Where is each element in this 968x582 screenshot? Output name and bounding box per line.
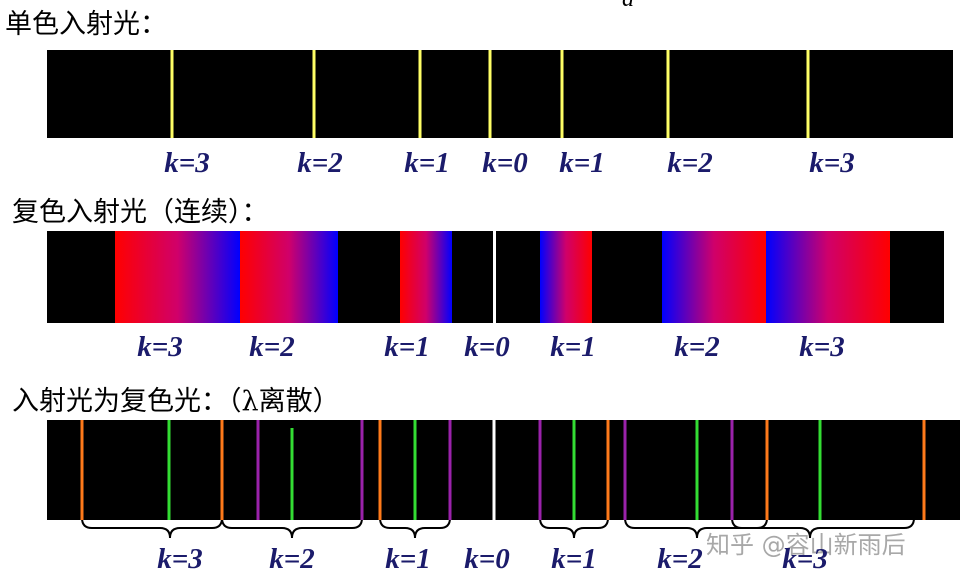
brace bbox=[221, 517, 363, 539]
order-label: k=2 bbox=[269, 543, 315, 575]
braces bbox=[81, 517, 915, 539]
spectrum-band bbox=[540, 231, 592, 323]
order-label: k=0 bbox=[482, 147, 528, 179]
order-label: k=3 bbox=[809, 147, 855, 179]
spectrum-band bbox=[662, 231, 766, 323]
section-title: 单色入射光： bbox=[5, 9, 167, 40]
brace bbox=[731, 517, 915, 539]
order-label: k=2 bbox=[657, 543, 703, 575]
order-label: k=3 bbox=[157, 543, 203, 575]
order-label: k=0 bbox=[464, 331, 510, 363]
order-label: k=2 bbox=[674, 331, 720, 363]
spectrum-band bbox=[400, 231, 452, 323]
order-label: k=2 bbox=[667, 147, 713, 179]
order-label: k=3 bbox=[799, 331, 845, 363]
section-title: 复色入射光（连续）： bbox=[12, 197, 269, 228]
spectrum-bar bbox=[47, 50, 953, 138]
spectrum-band bbox=[115, 231, 240, 323]
brace bbox=[379, 517, 451, 539]
order-label: k=2 bbox=[297, 147, 343, 179]
order-label: k=3 bbox=[164, 147, 210, 179]
order-label: k=2 bbox=[249, 331, 295, 363]
section-title: 入射光为复色光：（λ离散） bbox=[12, 386, 340, 417]
formula-fragment: d bbox=[622, 0, 635, 12]
brace bbox=[539, 517, 609, 539]
watermark: 知乎 @容山新雨后 bbox=[706, 531, 906, 559]
spectrum-band bbox=[766, 231, 890, 323]
order-label: k=1 bbox=[559, 147, 605, 179]
central-line bbox=[493, 231, 496, 323]
brace bbox=[81, 517, 223, 539]
order-label: k=0 bbox=[464, 543, 510, 575]
spectrum-bar bbox=[47, 420, 960, 520]
order-label: k=1 bbox=[385, 543, 431, 575]
order-label: k=1 bbox=[551, 543, 597, 575]
order-label: k=1 bbox=[384, 331, 430, 363]
spectrum-band bbox=[240, 231, 338, 323]
order-label: k=3 bbox=[782, 543, 828, 575]
order-label: k=1 bbox=[550, 331, 596, 363]
order-label: k=3 bbox=[137, 331, 183, 363]
order-label: k=1 bbox=[404, 147, 450, 179]
